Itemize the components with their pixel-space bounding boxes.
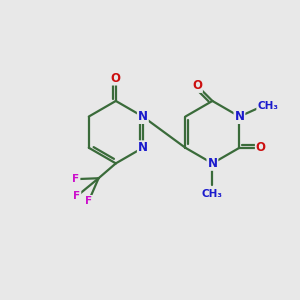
Text: N: N: [138, 110, 148, 123]
Text: O: O: [111, 72, 121, 85]
Text: CH₃: CH₃: [257, 101, 278, 111]
Text: O: O: [192, 79, 202, 92]
Text: F: F: [85, 196, 92, 206]
Text: CH₃: CH₃: [202, 189, 223, 199]
Text: N: N: [207, 157, 218, 170]
Text: O: O: [256, 141, 266, 154]
Text: N: N: [234, 110, 244, 123]
Text: F: F: [73, 191, 80, 201]
Text: F: F: [72, 174, 80, 184]
Text: N: N: [138, 141, 148, 154]
